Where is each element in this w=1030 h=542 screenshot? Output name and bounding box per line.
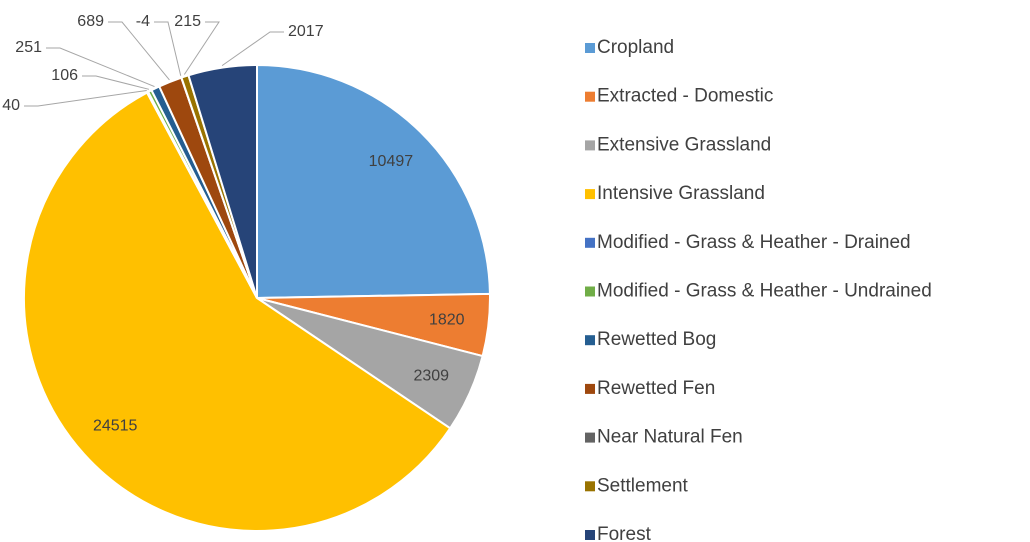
legend-swatch <box>585 530 595 540</box>
legend-label: Settlement <box>597 475 689 496</box>
legend-label: Forest <box>597 524 652 542</box>
leader-line <box>82 75 150 90</box>
data-label: 2017 <box>288 23 324 40</box>
legend-label: Intensive Grassland <box>597 183 765 204</box>
data-label: -4 <box>136 13 150 30</box>
legend-label: Extracted - Domestic <box>597 86 773 107</box>
pie-slice <box>187 63 258 299</box>
legend-label: Extensive Grassland <box>597 134 771 155</box>
legend-label: Rewetted Bog <box>597 329 716 350</box>
leader-line <box>24 90 147 107</box>
legend-label: Cropland <box>597 37 674 58</box>
legend-swatch <box>585 286 595 297</box>
data-label: 106 <box>51 67 78 84</box>
data-label: 24515 <box>93 417 138 434</box>
legend-swatch <box>585 432 595 443</box>
data-label: 215 <box>174 13 201 30</box>
legend-swatch <box>585 481 595 492</box>
legend-swatch <box>585 43 595 53</box>
data-label: 251 <box>15 39 42 56</box>
legend-swatch <box>585 140 595 151</box>
legend-swatch <box>585 91 595 102</box>
legend-label: Rewetted Fen <box>597 378 715 399</box>
pie-slice <box>23 91 452 532</box>
legend-label: Modified - Grass & Heather - Drained <box>597 232 911 253</box>
leader-line <box>154 21 182 76</box>
leader-line <box>221 31 284 67</box>
data-label: 10497 <box>369 153 414 170</box>
legend-swatch <box>585 383 595 394</box>
legend-swatch <box>585 189 595 200</box>
data-label: 689 <box>77 13 104 30</box>
legend-label: Near Natural Fen <box>597 427 743 448</box>
legend-label: Modified - Grass & Heather - Undrained <box>597 281 932 302</box>
data-label: 1820 <box>429 312 465 329</box>
legend-swatch <box>585 237 595 248</box>
pie-slice <box>256 63 491 300</box>
leader-line <box>46 47 155 87</box>
data-label: 40 <box>2 97 20 114</box>
leader-line <box>108 21 170 81</box>
data-label: 2309 <box>413 368 449 385</box>
leader-line <box>183 21 220 75</box>
legend-swatch <box>585 335 595 346</box>
